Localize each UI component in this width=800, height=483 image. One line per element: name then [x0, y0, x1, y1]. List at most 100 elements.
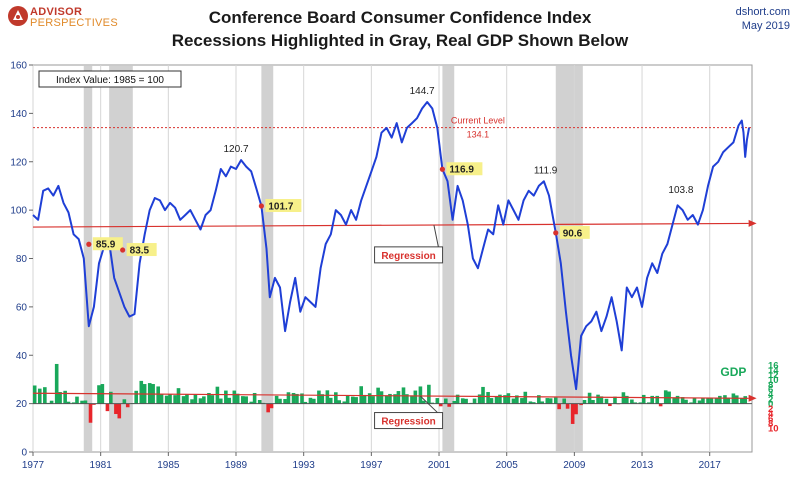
gdp-bar — [240, 396, 245, 404]
gdp-bar — [486, 392, 490, 404]
gdp-bar — [723, 395, 727, 404]
gdp-axis-tick-positive: 10 — [768, 375, 779, 386]
gdp-bar — [185, 394, 189, 404]
gdp-bar — [303, 401, 308, 404]
gdp-bar — [109, 391, 113, 404]
gdp-bar — [625, 395, 629, 404]
recession-band — [83, 65, 93, 452]
gdp-bar — [672, 398, 676, 404]
gdp-bar — [80, 400, 84, 404]
gdp-bar — [405, 394, 409, 404]
gdp-bar — [371, 396, 375, 404]
annotation-highlight — [265, 199, 302, 213]
gdp-bar — [198, 398, 203, 404]
gdp-bar — [562, 398, 567, 404]
gdp-axis-tick-positive: 0 — [768, 399, 773, 410]
current-level-value: 134.1 — [467, 130, 490, 140]
logo-emblem-icon — [8, 6, 28, 26]
gdp-bar — [325, 390, 330, 404]
gdp-bar — [604, 398, 609, 404]
gdp-bar — [396, 391, 401, 404]
gdp-bar — [418, 386, 423, 404]
gdp-bar — [224, 390, 228, 404]
gdp-bar — [477, 394, 482, 404]
annotation-label: 103.8 — [668, 185, 693, 196]
gdp-bar — [334, 392, 338, 404]
gdp-bar — [481, 386, 485, 404]
gdp-bar — [565, 403, 570, 409]
gdp-bar — [531, 402, 536, 404]
gdp-bar — [266, 403, 270, 413]
gdp-bar — [633, 402, 638, 404]
gdp-bar — [689, 402, 693, 404]
gdp-bar — [92, 403, 96, 405]
gdp-bar — [537, 395, 541, 404]
gdp-regression-arrow — [748, 394, 757, 402]
gdp-bar — [718, 395, 722, 404]
x-tick-label: 2017 — [699, 460, 722, 471]
gdp-bar — [545, 398, 550, 404]
gdp-bar — [83, 400, 88, 404]
gdp-bar — [269, 403, 274, 409]
gdp-bar — [438, 403, 443, 407]
gdp-bar — [379, 391, 384, 404]
gdp-bar — [655, 395, 660, 404]
gdp-bar — [692, 398, 697, 404]
gdp-bar — [726, 397, 731, 404]
gdp-bar — [117, 403, 122, 419]
x-tick-label: 2009 — [563, 460, 586, 471]
annotation-label: 120.7 — [223, 144, 248, 155]
gdp-bar — [147, 383, 152, 404]
gdp-bar — [337, 400, 342, 404]
gdp-bar — [295, 393, 299, 404]
gdp-bar — [75, 396, 79, 404]
advisor-perspectives-logo[interactable] — [6, 4, 30, 33]
gdp-bar — [388, 393, 392, 404]
gdp-bar — [58, 392, 62, 404]
y-tick-label: 0 — [21, 448, 27, 459]
gdp-bar — [494, 396, 499, 404]
y-tick-label: 20 — [16, 399, 28, 410]
gdp-bar — [591, 399, 595, 404]
x-tick-label: 1977 — [22, 460, 45, 471]
gdp-bar — [359, 386, 363, 404]
gdp-regression-label-box — [374, 412, 444, 430]
gdp-bar — [427, 384, 431, 404]
gdp-bar — [362, 394, 367, 404]
annotation-marker — [86, 241, 92, 247]
y-tick-label: 60 — [16, 302, 28, 313]
gdp-bar — [168, 394, 172, 404]
gdp-bar — [515, 395, 519, 404]
gdp-axis-tick-negative: 6 — [768, 414, 773, 425]
gdp-bar — [105, 403, 110, 412]
gdp-bar — [202, 396, 206, 404]
annotation-label: 85.9 — [96, 240, 116, 251]
gdp-bar — [608, 403, 612, 407]
gdp-bar — [410, 395, 414, 404]
annotation-marker — [258, 203, 264, 209]
gdp-bar — [291, 392, 296, 404]
source-site[interactable]: dshort.com — [735, 6, 790, 18]
confidence-index-line — [32, 101, 751, 391]
gdp-bar — [350, 396, 355, 404]
gdp-bar — [283, 399, 287, 404]
gdp-bar — [714, 398, 719, 404]
gdp-bar — [630, 399, 634, 404]
gdp-bar — [553, 397, 558, 404]
annotation-highlight — [126, 243, 157, 257]
recession-band — [109, 65, 133, 452]
gdp-bar — [367, 393, 372, 404]
gdp-bar — [193, 394, 198, 404]
gdp-bar — [134, 390, 138, 404]
gdp-bar — [328, 397, 333, 404]
gdp-regression-label-leader — [420, 395, 439, 414]
gdp-axis-tick-negative: 10 — [768, 423, 779, 434]
index-note-text: Index Value: 1985 = 100 — [56, 75, 164, 86]
gdp-bar — [743, 396, 748, 404]
gdp-bar — [455, 394, 460, 404]
gdp-bar — [181, 396, 186, 404]
gdp-bar — [54, 363, 59, 404]
gdp-bar — [709, 398, 714, 404]
gdp-bar — [320, 394, 325, 404]
gdp-bar — [215, 386, 220, 404]
